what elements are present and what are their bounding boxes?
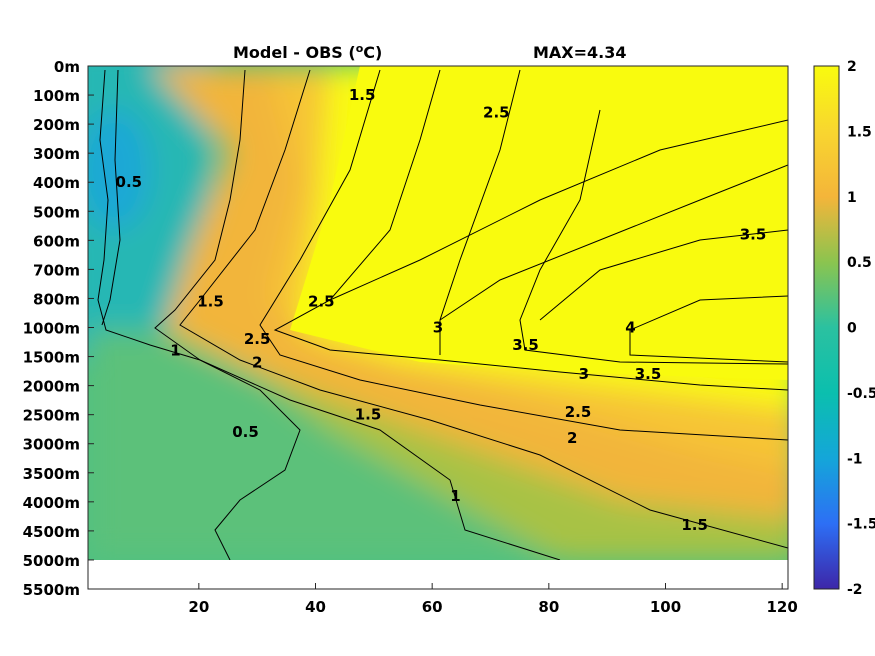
y-tick-label: 2000m [23,378,80,396]
x-tick-label: 100 [650,598,681,616]
x-tick-label: 60 [422,598,443,616]
contour-label: 2.5 [483,103,510,121]
colorbar [813,65,840,590]
y-tick-label: 700m [33,261,80,279]
contour-label: 2 [567,429,577,447]
y-tick-label: 1000m [23,320,80,338]
y-tick-label: 0m [54,58,80,76]
contour-label: 4 [625,319,635,337]
contour-label: 1.5 [681,516,708,534]
contour-label: 1.5 [197,292,224,310]
y-tick-label: 200m [33,116,80,134]
contour-label: 2.5 [244,330,271,348]
contour-3.5 [519,109,788,365]
contour-0 [97,69,301,560]
contour-label: 1 [170,342,180,360]
colorbar-tick-label: 1.5 [847,124,872,140]
colorbar-tick-label: -1.5 [847,517,875,533]
missing-data-region [88,560,788,589]
contour-label: 0.5 [116,173,143,191]
contour-label: 1 [450,487,460,505]
contour-label: 2.5 [565,403,592,421]
contour-2.5-shelf [329,119,788,301]
contour-label: 1.5 [349,86,376,104]
y-tick-label: 400m [33,174,80,192]
colorbar-tick-label: 2 [847,59,857,75]
contour-label: 3 [433,319,443,337]
y-tick-label: 1500m [23,349,80,367]
contour-label: 3.5 [512,336,539,354]
y-tick-label: 2500m [23,407,80,425]
y-tick-label: 4000m [23,494,80,512]
y-axis: 0m 100m 200m 300m 400m 500m 600m 700m 800m 1000m 1… [23,58,94,599]
x-tick-label: 20 [188,598,209,616]
max-label: MAX=4.34 [533,43,627,62]
colorbar-ticks: 2 1.5 1 0.5 0 -0.5 -1 -1.5 -2 [847,59,875,598]
contour-2.5 [273,69,788,391]
y-tick-label: 4500m [23,523,80,541]
contour-label: 3.5 [635,365,662,383]
contour-lines [97,69,788,560]
colorbar-tick-label: -0.5 [847,386,875,402]
chart-title: Model - OBS (oC) [233,42,382,62]
colorbar-tick-label: 0.5 [847,255,872,271]
contour-label: 1.5 [355,406,382,424]
contour-4 [629,295,788,363]
contour-label: 2.5 [308,292,335,310]
colorbar-tick-label: -1 [847,451,863,467]
colorbar-tick-label: -2 [847,582,863,598]
y-tick-label: 3500m [23,465,80,483]
y-tick-label: 100m [33,87,80,105]
y-tick-label: 3000m [23,436,80,454]
x-tick-label: 120 [767,598,798,616]
y-tick-label: 500m [33,203,80,221]
colorbar-tick-label: 0 [847,321,857,337]
x-tick-label: 40 [305,598,326,616]
contour-3 [439,69,521,355]
y-tick-label: 5500m [23,581,80,599]
heatmap-field [88,66,788,560]
contour-1-shallow [154,69,561,560]
contour-0.5 [101,69,121,326]
contour-label: 2 [252,353,262,371]
colorbar-tick-label: 1 [847,190,857,206]
contour-3.5-shelf [539,229,788,321]
contour-label: 3.5 [740,226,767,244]
y-tick-label: 300m [33,145,80,163]
x-tick-label: 80 [538,598,559,616]
y-tick-label: 800m [33,290,80,308]
y-tick-label: 600m [33,232,80,250]
contour-label: 3 [579,365,589,383]
contour-1.5 [179,69,788,549]
contour-3-shelf [439,164,788,321]
contour-label: 0.5 [232,423,259,441]
x-axis: 20 40 60 80 100 120 [188,583,798,616]
contour-2 [259,69,788,441]
y-tick-label: 5000m [23,552,80,570]
contour-label-layer: 1 2 0.5 1.5 3 3.5 2.5 2 1 1.5 0.5 1.5 2.5 2.5 3 3.5 4 3.5… [116,86,767,534]
